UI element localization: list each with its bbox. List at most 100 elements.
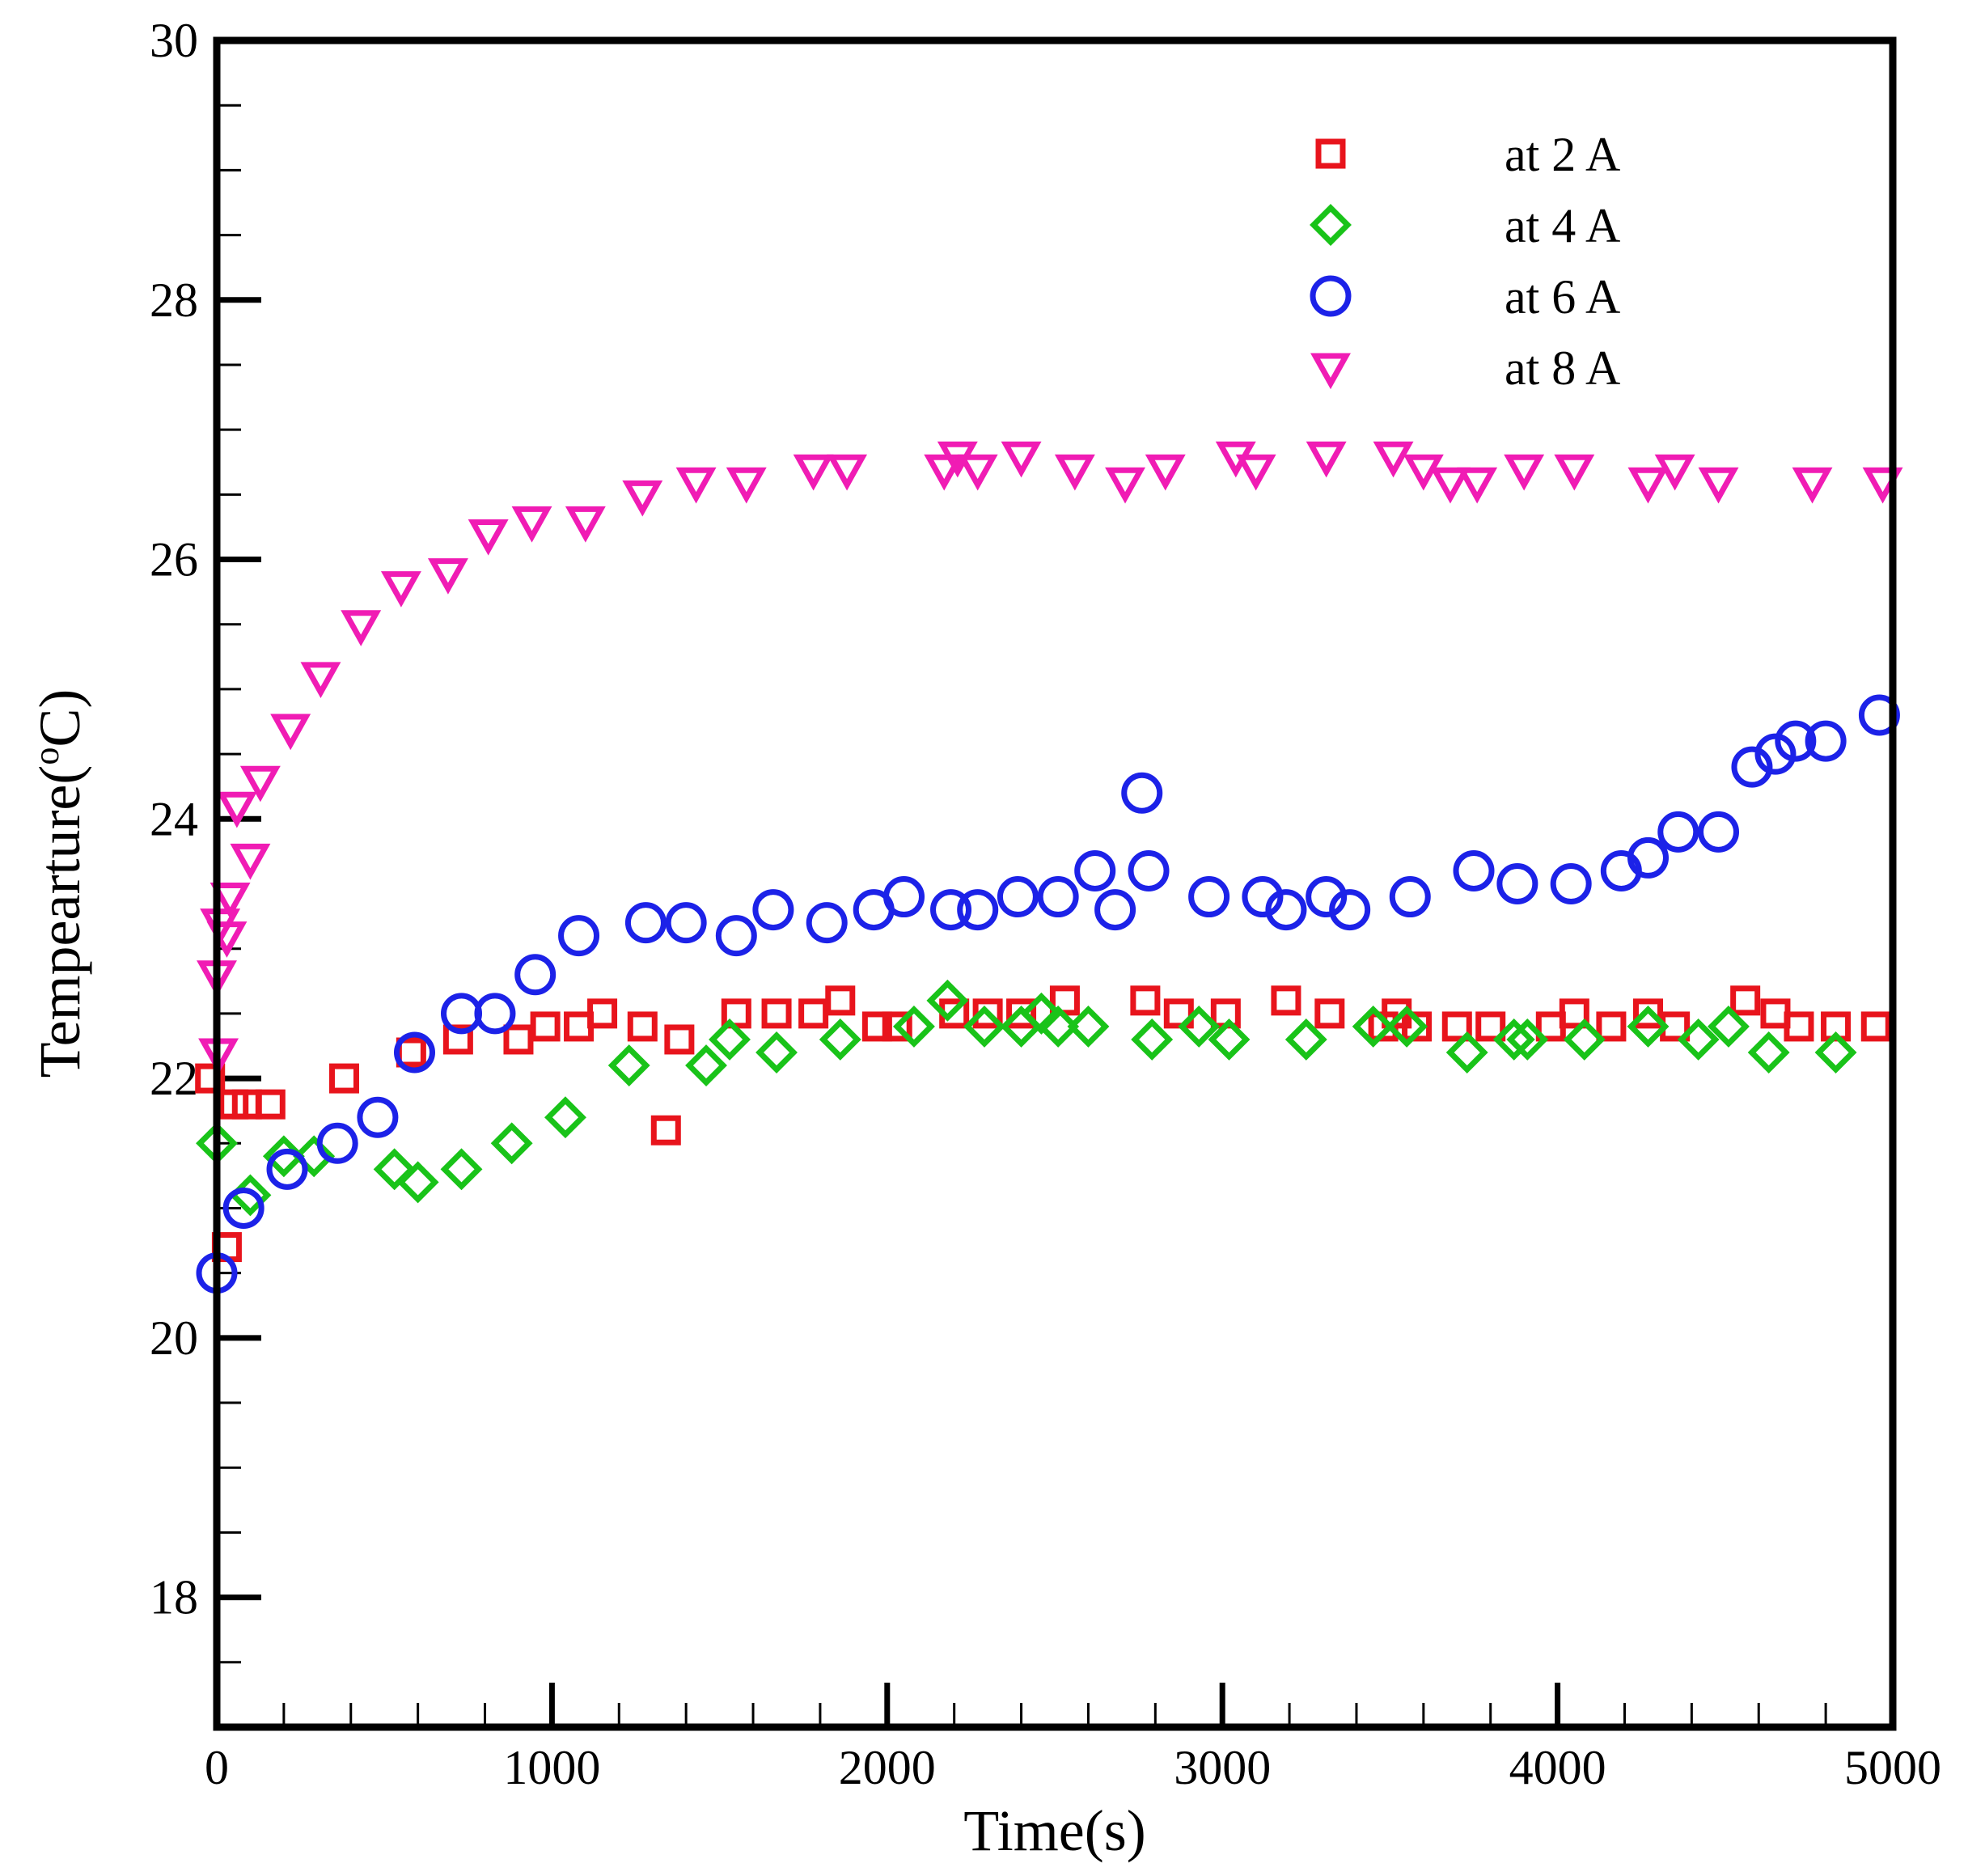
data-point [530, 1011, 561, 1042]
data-point [300, 662, 341, 699]
x-tick-label: 3000 [1174, 1741, 1271, 1794]
data-point [222, 1187, 265, 1229]
data-point [883, 876, 925, 918]
data-point [1284, 1018, 1327, 1061]
y-axis-title-unit: C) [28, 689, 92, 747]
data-point [972, 998, 1003, 1029]
data-point [1627, 836, 1669, 879]
legend-label: at 6 A [1505, 270, 1620, 324]
legend: at 2 A at 4 A at 6 A at 8 A [1310, 128, 1620, 395]
data-point [1563, 1018, 1606, 1061]
data-point [195, 1063, 226, 1094]
data-point [1775, 720, 1817, 762]
data-point [1373, 441, 1414, 478]
data-point [341, 610, 382, 646]
data-point [1074, 849, 1116, 891]
data-point [1860, 1011, 1891, 1042]
data-point [565, 506, 606, 543]
series-3 [196, 694, 1900, 1294]
data-point [715, 915, 757, 957]
data-point [357, 1096, 399, 1138]
data-point [1306, 876, 1348, 918]
data-point [726, 467, 767, 504]
data-point [1805, 720, 1847, 762]
data-point [664, 1024, 695, 1055]
data-point [924, 454, 965, 491]
data-point [558, 915, 600, 957]
data-point [957, 889, 999, 931]
data-point [1329, 889, 1371, 931]
data-point [1037, 876, 1079, 918]
data-point [270, 714, 311, 751]
legend-entry: at 6 A [1310, 270, 1620, 324]
data-point [926, 979, 969, 1022]
data-point [1492, 1018, 1535, 1061]
data-point [997, 876, 1039, 918]
data-point [1441, 1011, 1472, 1042]
data-point [474, 993, 516, 1035]
data-point [1352, 1005, 1395, 1048]
data-point [293, 1135, 336, 1178]
data-point [1314, 998, 1345, 1029]
data-point [957, 454, 998, 491]
data-point [1208, 1018, 1251, 1061]
data-point [1654, 454, 1695, 491]
data-point [1094, 889, 1136, 931]
data-point [266, 1148, 308, 1190]
data-point [490, 1122, 533, 1165]
data-point [861, 1011, 892, 1042]
data-point [393, 1031, 435, 1074]
data-point [1784, 1011, 1814, 1042]
data-point [761, 998, 792, 1029]
y-tick-label: 30 [150, 14, 198, 67]
y-tick-label: 22 [150, 1052, 198, 1105]
data-point [316, 1122, 358, 1164]
data-point [511, 506, 552, 543]
data-point [893, 1005, 935, 1048]
data-point [1550, 863, 1592, 904]
data-point [1403, 454, 1444, 491]
data-point [1389, 876, 1431, 918]
data-point [230, 843, 271, 880]
data-point [1188, 876, 1230, 918]
y-tick-label: 18 [150, 1571, 198, 1624]
data-point [468, 519, 509, 556]
plot-frame [213, 36, 1897, 1731]
data-point [627, 1011, 658, 1042]
series-4 [197, 441, 1903, 1075]
data-point [380, 571, 421, 608]
data-point [1506, 1018, 1549, 1061]
data-point [209, 883, 251, 919]
data-point [1128, 849, 1170, 891]
x-tick-label: 4000 [1509, 1741, 1606, 1794]
data-point [216, 791, 257, 828]
data-point [1178, 1005, 1221, 1048]
y-axis-title-main: Tempearture( [28, 765, 92, 1078]
data-point [1145, 454, 1186, 491]
data-point [1067, 1005, 1110, 1048]
data-point [930, 889, 972, 931]
data-point [1698, 811, 1740, 853]
legend-entry: at 8 A [1310, 341, 1620, 395]
data-point [793, 454, 834, 491]
data-point [1001, 441, 1042, 478]
data-point [1054, 454, 1095, 491]
data-point [1306, 441, 1347, 478]
data-point [1386, 1005, 1428, 1048]
legend-marker [1315, 138, 1346, 169]
data-point [587, 998, 618, 1029]
data-point [1496, 863, 1538, 904]
x-tick-label: 2000 [839, 1741, 936, 1794]
data-point [1792, 467, 1833, 504]
legend-label: at 4 A [1505, 199, 1620, 252]
data-point [1006, 998, 1037, 1029]
legend-label: at 2 A [1505, 128, 1620, 181]
data-point [1698, 467, 1739, 504]
legend-label: at 8 A [1505, 341, 1620, 395]
data-point [819, 1018, 861, 1061]
series-2 [196, 979, 1857, 1217]
data-point [1814, 1031, 1857, 1074]
data-point [440, 1148, 483, 1191]
